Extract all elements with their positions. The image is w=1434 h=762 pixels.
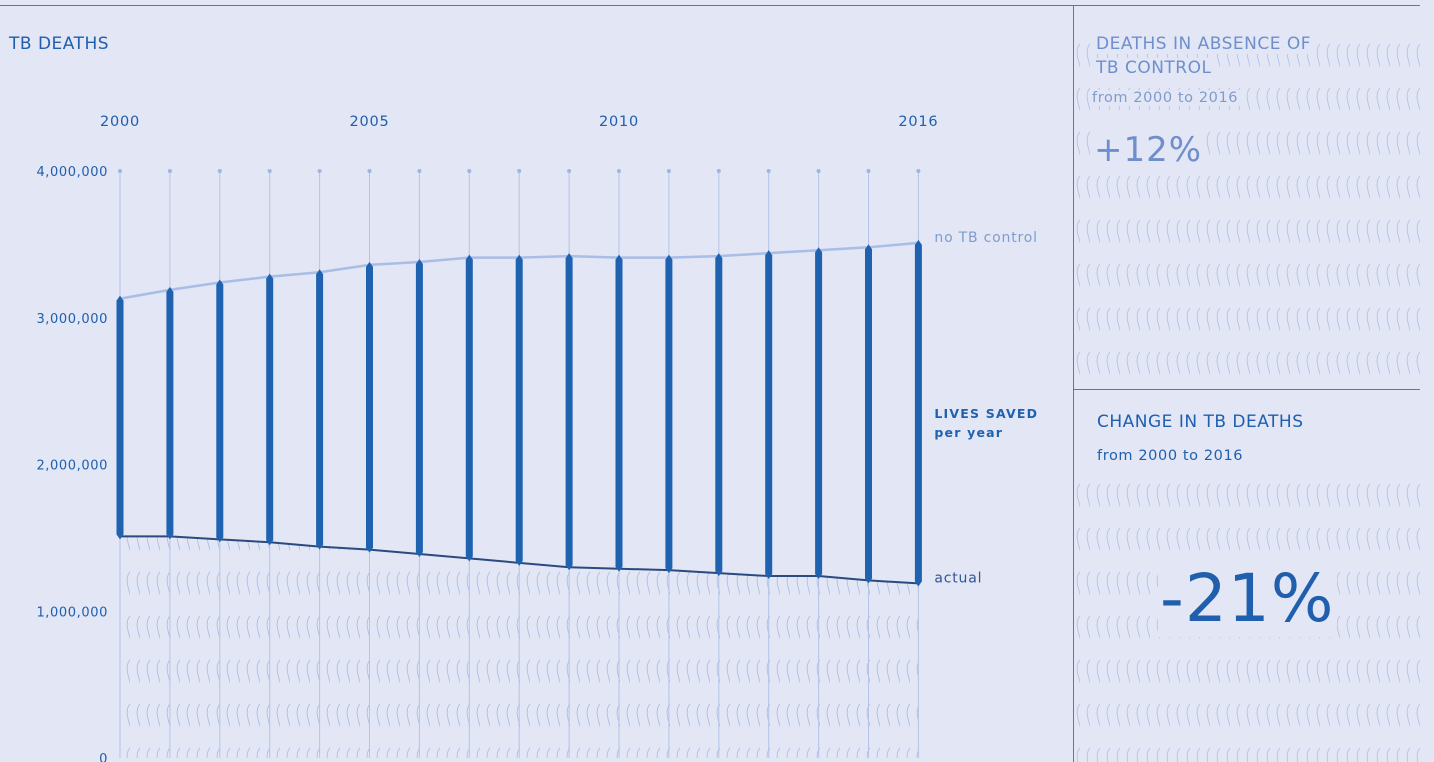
series-label-actual: actual	[934, 570, 982, 586]
gridline-dot-2012	[716, 169, 721, 173]
gridline-dot-2011	[666, 169, 671, 173]
lives-saved-bar-2000	[116, 295, 124, 540]
absence-value-text: +12%	[1092, 130, 1205, 170]
gridline-dot-2015	[866, 169, 871, 173]
lives-saved-bar-2011	[665, 254, 673, 574]
change-panel-title: CHANGE IN TB DEATHS	[1097, 412, 1304, 432]
gridline-dot-2016	[916, 169, 921, 173]
lives-saved-label: LIVES SAVED	[934, 406, 1038, 421]
chart-title: TB DEATHS	[9, 34, 110, 54]
gridline-dot-2009	[567, 169, 572, 173]
x-tick-label: 2010	[599, 114, 639, 130]
panel-divider-horizontal	[1074, 389, 1420, 390]
absence-title-line1: DEATHS IN ABSENCE OF	[1094, 34, 1314, 54]
absence-panel-title: DEATHS IN ABSENCE OF TB CONTROL	[1094, 32, 1314, 80]
x-tick-label: 2016	[898, 114, 938, 130]
series-label-no-tb-control: no TB control	[934, 230, 1037, 246]
x-tick-label: 2005	[349, 114, 389, 130]
lives-saved-bar-2014	[815, 247, 823, 580]
x-tick-label: 2000	[100, 114, 140, 130]
gridline-dot-2006	[417, 169, 422, 173]
lives-saved-bar-2007	[465, 254, 473, 562]
per-year-label: per year	[934, 425, 1003, 440]
lives-saved-bar-2015	[865, 244, 872, 584]
absence-panel-value: +12%	[1092, 130, 1205, 170]
lives-saved-bar-2003	[266, 273, 274, 546]
change-panel-value: -21%	[1158, 560, 1337, 637]
lives-saved-bar-2009	[565, 253, 573, 571]
lives-saved-bar-2012	[715, 253, 723, 577]
lives-saved-bar-2004	[316, 269, 324, 550]
lives-saved-bar-2002	[216, 279, 224, 543]
lives-saved-bar-2013	[765, 250, 773, 580]
lives-saved-bar-2016	[914, 239, 922, 587]
gridline-dot-2002	[217, 169, 222, 173]
lives-saved-bar-2001	[166, 286, 174, 540]
gridline-dot-2014	[816, 169, 821, 173]
absence-title-line2: TB CONTROL	[1094, 58, 1214, 78]
absence-panel-subtitle: from 2000 to 2016	[1090, 90, 1241, 106]
absence-subtitle-text: from 2000 to 2016	[1090, 90, 1241, 106]
gridline-dot-2005	[367, 169, 372, 173]
lives-saved-bar-2008	[515, 254, 523, 566]
gridline-dot-2007	[467, 169, 472, 173]
y-tick-label: 1,000,000	[36, 605, 108, 620]
gridline-dot-2010	[617, 169, 621, 173]
top-rule	[0, 5, 1420, 6]
change-panel-subtitle: from 2000 to 2016	[1097, 448, 1244, 464]
gridline-dot-2008	[517, 169, 522, 173]
change-value-text: -21%	[1158, 560, 1337, 637]
gridline-dot-2001	[167, 169, 172, 173]
y-tick-label: 0	[99, 752, 108, 762]
lives-saved-bar-2005	[366, 261, 373, 553]
lives-saved-bar-2006	[415, 258, 423, 558]
panel-divider-vertical	[1073, 5, 1074, 762]
lives-saved-bar-2010	[615, 254, 623, 572]
gridline-dot-2000	[118, 169, 122, 173]
gridline-dot-2013	[766, 169, 771, 173]
y-tick-label: 3,000,000	[36, 312, 108, 327]
gridline-dot-2004	[317, 169, 322, 173]
gridline-dot-2003	[267, 169, 272, 173]
y-tick-label: 4,000,000	[36, 165, 108, 180]
y-tick-label: 2,000,000	[36, 459, 108, 474]
